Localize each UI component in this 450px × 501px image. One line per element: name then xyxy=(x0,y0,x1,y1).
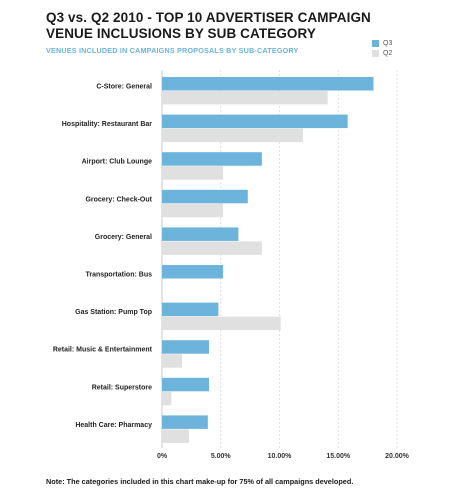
bar-q3 xyxy=(162,415,208,429)
legend-swatch-q2 xyxy=(372,49,379,57)
category-label: Grocery: Check-Out xyxy=(85,196,152,203)
category-label: C-Store: General xyxy=(96,84,152,91)
chart-subtitle: VENUES INCLUDED IN CAMPAIGNS PROPOSALS B… xyxy=(46,46,299,55)
category-label: Retail: Superstore xyxy=(92,384,152,391)
bar-q2 xyxy=(162,429,190,443)
bar-q3 xyxy=(162,265,224,279)
bar-q3 xyxy=(162,302,219,317)
bar-q3 xyxy=(162,114,348,129)
bar-q2 xyxy=(162,166,224,180)
bar-q3 xyxy=(162,340,209,354)
legend-label-q3: Q3 xyxy=(383,39,393,47)
bar-q2 xyxy=(162,128,303,143)
bar-q2 xyxy=(162,316,281,331)
legend-item-q3: Q3 xyxy=(372,38,392,48)
bar-q3 xyxy=(162,227,239,241)
x-tick-label: 20.00% xyxy=(385,453,410,460)
legend-label-q2: Q2 xyxy=(383,49,393,57)
chart-note: Note: The categories included in this ch… xyxy=(46,477,354,486)
x-tick-label: 15.00% xyxy=(326,453,351,460)
bar-q2 xyxy=(162,91,328,105)
bar-q2 xyxy=(162,203,224,218)
category-label: Transportation: Bus xyxy=(85,272,152,279)
category-label: Grocery: General xyxy=(95,234,152,241)
category-label: Retail: Music & Entertainment xyxy=(53,347,153,354)
x-tick-label: 10.00% xyxy=(268,453,293,460)
legend-swatch-q3 xyxy=(372,39,379,47)
category-label: Airport: Club Lounge xyxy=(82,159,152,166)
legend-item-q2: Q2 xyxy=(372,48,392,58)
bar-q2 xyxy=(162,241,262,255)
bar-q3 xyxy=(162,377,209,392)
category-label: Health Care: Pharmacy xyxy=(75,422,152,429)
chart-title: Q3 vs. Q2 2010 - TOP 10 ADVERTISER CAMPA… xyxy=(46,10,371,41)
x-tick-label: 0% xyxy=(157,453,168,460)
bar-q2 xyxy=(162,391,172,406)
bar-q3 xyxy=(162,189,248,204)
bar-q3 xyxy=(162,152,262,166)
bar-q2 xyxy=(162,354,182,368)
x-tick-label: 5.00% xyxy=(211,453,232,460)
category-label: Gas Station: Pump Top xyxy=(75,309,152,316)
category-label: Hospitality: Restaurant Bar xyxy=(62,121,153,128)
legend: Q3 Q2 xyxy=(372,38,392,58)
bar-q3 xyxy=(162,77,374,91)
